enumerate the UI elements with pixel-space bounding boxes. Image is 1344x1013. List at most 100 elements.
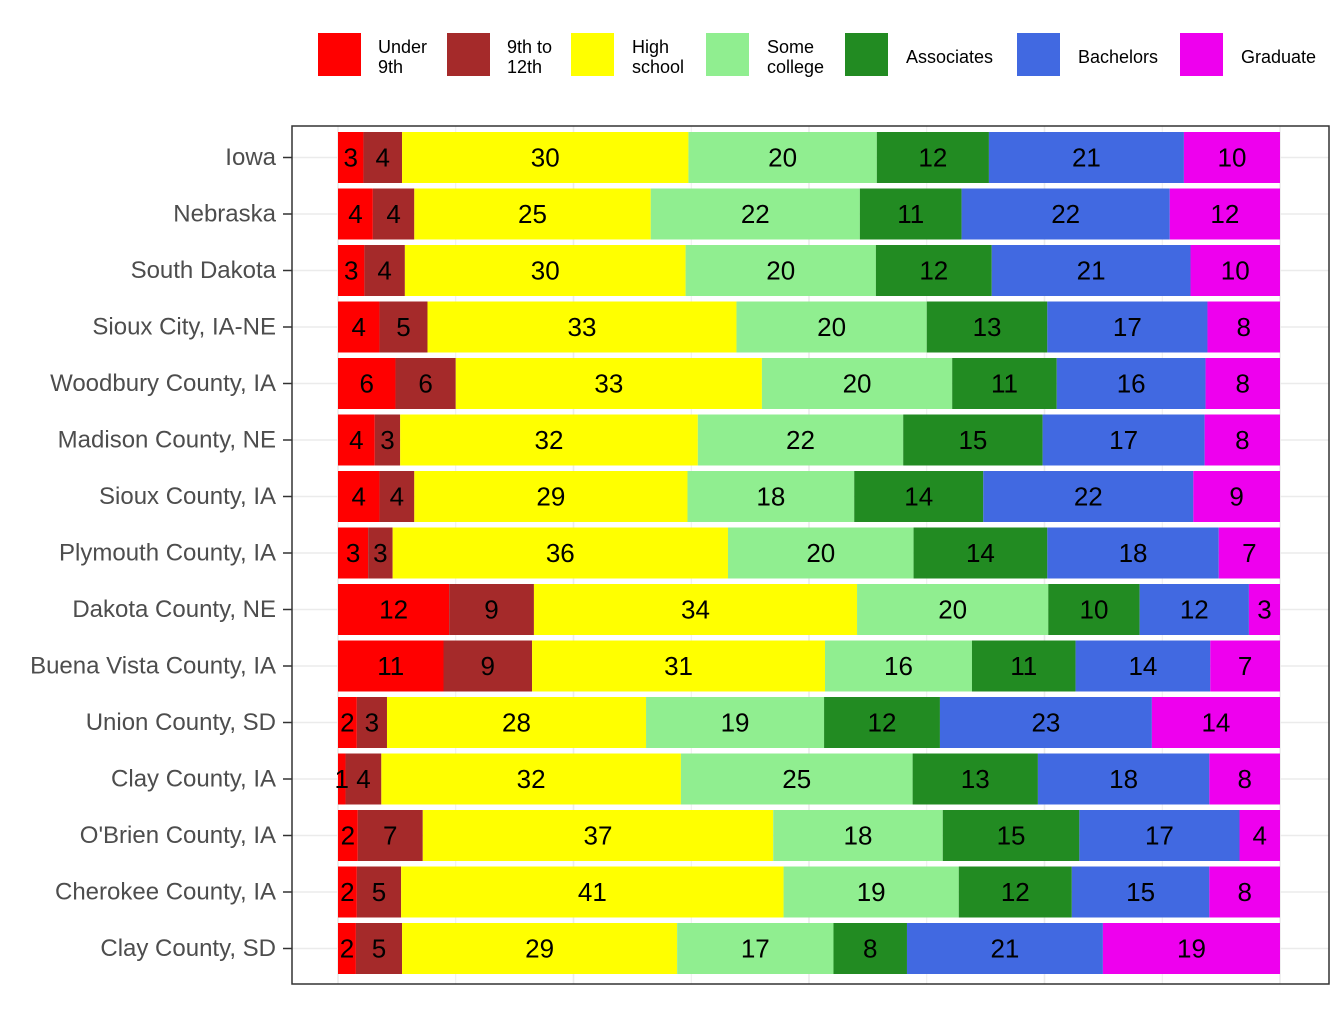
data-label: 32 [517, 764, 546, 794]
bar-segment [372, 188, 415, 240]
bar-segment [1218, 527, 1280, 579]
data-label: 17 [741, 934, 770, 964]
data-label: 4 [386, 199, 400, 229]
data-label: 41 [578, 877, 607, 907]
bar-segment [1071, 866, 1210, 918]
data-label: 29 [525, 934, 554, 964]
bar-segment [1248, 584, 1280, 635]
bar-segment [455, 358, 762, 409]
data-label: 3 [373, 538, 387, 568]
bar-segment [402, 132, 689, 183]
data-label: 4 [351, 482, 365, 512]
bar-segment [338, 301, 380, 353]
data-label: 11 [897, 199, 924, 229]
bar-segment [386, 697, 647, 748]
data-label: 22 [741, 199, 770, 229]
data-label: 18 [1119, 538, 1148, 568]
bar-segment [392, 527, 728, 579]
bar-segment [1151, 697, 1280, 748]
legend-label: Bachelors [1078, 47, 1158, 67]
data-label: 3 [1257, 595, 1271, 625]
bar-segment [379, 301, 428, 353]
data-label: 25 [518, 199, 547, 229]
data-label: 9 [1229, 482, 1243, 512]
bar-segment [833, 923, 907, 974]
bar-segment [913, 527, 1048, 579]
legend-swatch [845, 33, 888, 76]
bars [338, 132, 1280, 974]
data-label: 18 [756, 482, 785, 512]
data-label: 20 [843, 369, 872, 399]
bar-segment [773, 810, 943, 861]
y-tick-label: Clay County, SD [100, 935, 276, 962]
bar-segment [1102, 923, 1280, 974]
data-label: 22 [1051, 199, 1080, 229]
bar-segment [355, 923, 403, 974]
bar-segment [988, 132, 1184, 183]
legend-label: Graduate [1241, 47, 1316, 67]
data-label: 3 [344, 256, 358, 286]
data-label: 18 [844, 821, 873, 851]
bar-segment [1075, 640, 1211, 692]
data-label: 20 [806, 538, 835, 568]
data-label: 17 [1113, 312, 1142, 342]
data-label: 17 [1109, 425, 1138, 455]
bar-segment [926, 301, 1048, 353]
data-label: 15 [997, 821, 1026, 851]
data-label: 31 [664, 651, 693, 681]
data-label: 12 [868, 708, 897, 738]
data-label: 14 [1201, 708, 1230, 738]
data-label: 25 [782, 764, 811, 794]
y-tick-label: Sioux City, IA-NE [92, 314, 276, 341]
data-label: 8 [1237, 764, 1251, 794]
bar-segment [338, 132, 364, 183]
bar-segment [357, 810, 423, 861]
bar-segment [688, 132, 877, 183]
data-label: 13 [961, 764, 990, 794]
bar-segment [1210, 640, 1280, 692]
legend-swatch [318, 33, 361, 76]
bar-segment [1048, 584, 1140, 635]
data-label: 14 [1128, 651, 1157, 681]
data-labels: 3 4 30 20 12 21 104 4 25 22 11 22 123 4 30 20 12 21 104 5 33… [335, 143, 1272, 964]
bar-segment [401, 866, 784, 918]
data-label: 14 [904, 482, 933, 512]
data-label: 6 [359, 369, 373, 399]
data-label: 12 [1001, 877, 1030, 907]
bar-segment [1207, 301, 1280, 353]
y-tick-label: Plymouth County, IA [59, 540, 276, 567]
bar-segment [414, 188, 651, 240]
bar-segment [761, 358, 953, 409]
bar-segment [338, 753, 346, 805]
data-label: 3 [343, 143, 357, 173]
data-label: 11 [1010, 651, 1037, 681]
data-label: 14 [966, 538, 995, 568]
data-label: 30 [531, 256, 560, 286]
bar-segment [345, 753, 382, 805]
y-tick-label: Buena Vista County, IA [30, 653, 276, 680]
bar-segment [338, 358, 396, 409]
bar-segment [677, 923, 834, 974]
data-label: 37 [584, 821, 613, 851]
data-label: 12 [918, 143, 947, 173]
data-label: 12 [1180, 595, 1209, 625]
data-label: 2 [340, 934, 354, 964]
bar-segment [1204, 414, 1280, 466]
data-label: 2 [341, 821, 355, 851]
data-label: 22 [1074, 482, 1103, 512]
data-label: 20 [768, 143, 797, 173]
data-label: 21 [1077, 256, 1106, 286]
y-tick-label: Clay County, IA [111, 766, 276, 793]
bar-segment [381, 753, 681, 805]
data-label: 4 [390, 482, 404, 512]
data-label: 17 [1145, 821, 1174, 851]
data-label: 5 [396, 312, 410, 342]
data-label: 8 [1235, 425, 1249, 455]
data-label: 23 [1031, 708, 1060, 738]
bar-segment [374, 414, 401, 466]
data-label: 2 [340, 877, 354, 907]
legend-swatch [571, 33, 614, 76]
bar-segment [1047, 527, 1219, 579]
